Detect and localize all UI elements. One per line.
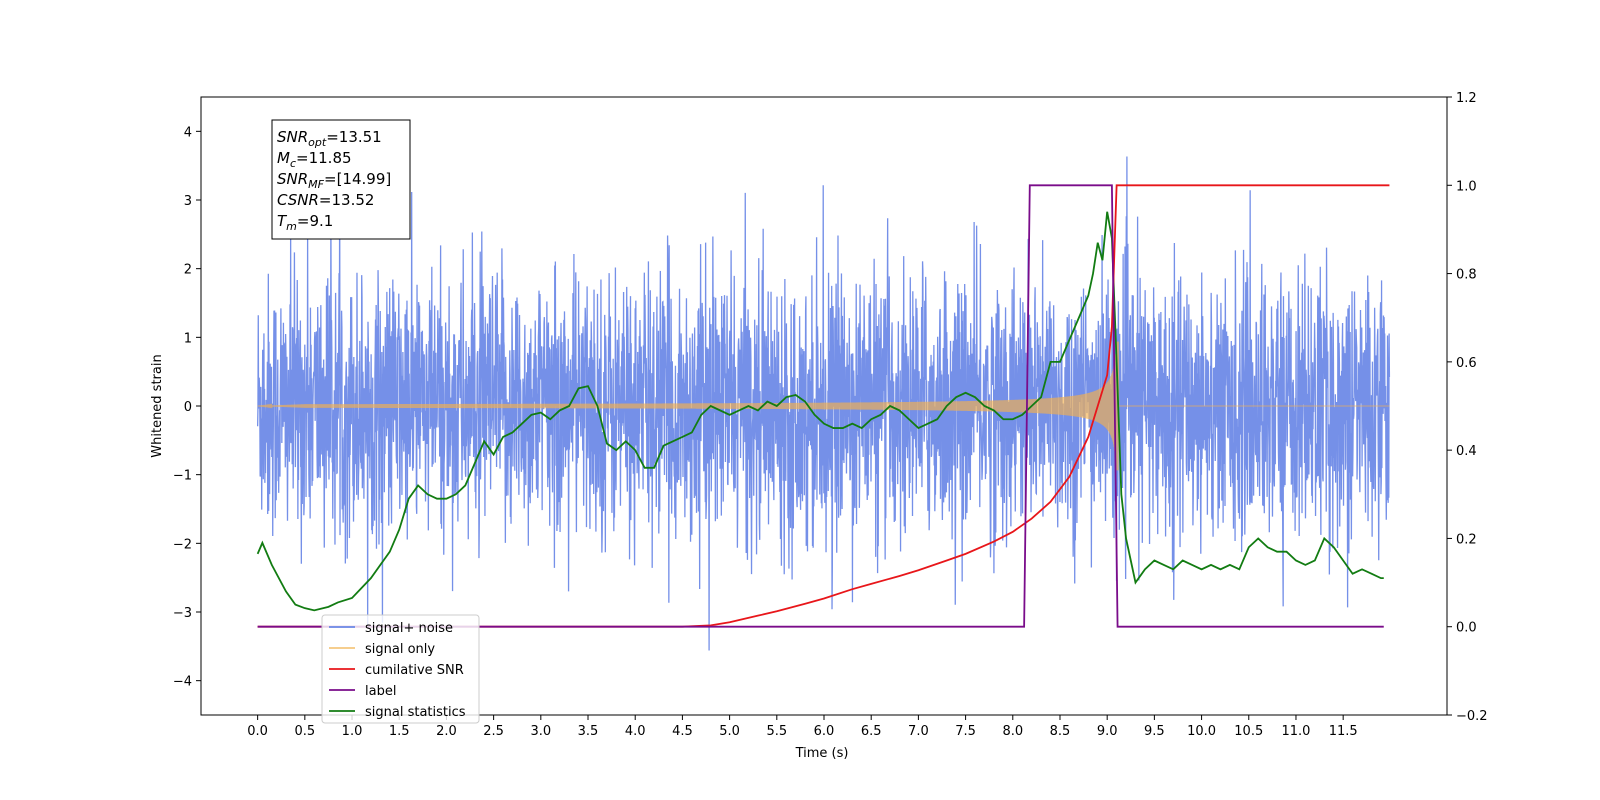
x-tick-label: 0.0 bbox=[247, 724, 268, 739]
y-left-tick-label: −4 bbox=[173, 675, 192, 690]
series-signal-statistics-line bbox=[256, 211, 1384, 612]
tick-labels: 0.0 0.5 1.0 1.5 2.0 2.5 3.0 3.5 4.0 4.5 5.0 5.5 6.0 6… bbox=[173, 91, 1488, 739]
x-tick-label: 9.5 bbox=[1144, 724, 1165, 739]
x-tick-label: 2.0 bbox=[436, 724, 457, 739]
x-tick-label: 4.0 bbox=[625, 724, 646, 739]
x-tick-label: 10.5 bbox=[1234, 724, 1263, 739]
info-line: CSNR=13.52 bbox=[277, 191, 374, 209]
legend-label: label bbox=[365, 684, 396, 699]
y-right-tick-label: 0.8 bbox=[1456, 268, 1477, 283]
y-left-tick-label: 0 bbox=[184, 400, 192, 415]
y-right-tick-label: 0.4 bbox=[1456, 444, 1477, 459]
legend-label: cumilative SNR bbox=[365, 663, 464, 678]
x-tick-label: 11.0 bbox=[1281, 724, 1310, 739]
x-tick-label: 7.5 bbox=[955, 724, 976, 739]
x-tick-label: 10.0 bbox=[1187, 724, 1216, 739]
y-axis-label-left: Whitened strain bbox=[150, 354, 165, 457]
y-left-tick-label: −1 bbox=[173, 469, 192, 484]
info-box-frame bbox=[271, 119, 411, 240]
y-right-tick-label: 0.0 bbox=[1456, 621, 1477, 636]
info-line: Tm=9.1 bbox=[277, 212, 333, 233]
y-right-tick-label: 0.6 bbox=[1456, 356, 1477, 371]
y-left-tick-label: 3 bbox=[184, 194, 192, 209]
x-tick-label: 4.5 bbox=[672, 724, 693, 739]
x-tick-label: 0.5 bbox=[294, 724, 315, 739]
info-line: Mc=11.85 bbox=[277, 149, 352, 170]
x-tick-label: 5.0 bbox=[719, 724, 740, 739]
x-tick-label: 9.0 bbox=[1097, 724, 1118, 739]
series-cumulative-snr-line bbox=[257, 184, 1390, 628]
series-signal-only-line bbox=[257, 341, 1390, 471]
y-left-tick-label: −2 bbox=[173, 537, 192, 552]
info-box: SNRopt=13.51Mc=11.85SNRMF=[14.99]CSNR=13… bbox=[271, 119, 411, 240]
x-tick-label: 1.5 bbox=[389, 724, 410, 739]
y-left-tick-label: 1 bbox=[184, 331, 192, 346]
x-tick-label: 3.5 bbox=[578, 724, 599, 739]
x-tick-label: 8.0 bbox=[1002, 724, 1023, 739]
x-tick-label: 1.0 bbox=[342, 724, 363, 739]
y-left-tick-label: 2 bbox=[184, 263, 192, 278]
y-right-tick-label: 1.0 bbox=[1456, 179, 1477, 194]
x-tick-label: 5.5 bbox=[766, 724, 787, 739]
y-left-tick-label: 4 bbox=[184, 125, 192, 140]
y-right-tick-label: −0.2 bbox=[1456, 709, 1488, 724]
x-tick-label: 7.0 bbox=[908, 724, 929, 739]
x-tick-label: 3.0 bbox=[530, 724, 551, 739]
y-left-tick-label: −3 bbox=[173, 606, 192, 621]
x-tick-label: 6.0 bbox=[814, 724, 835, 739]
legend-frame bbox=[321, 614, 480, 724]
x-tick-label: 11.5 bbox=[1329, 724, 1358, 739]
legend: signal+ noise signal only cumilative SNR la… bbox=[321, 614, 480, 724]
y-right-tick-label: 1.2 bbox=[1456, 91, 1477, 106]
legend-label: signal only bbox=[365, 642, 435, 657]
y-right-tick-label: 0.2 bbox=[1456, 532, 1477, 547]
x-axis-label: Time (s) bbox=[795, 746, 849, 761]
series-label-line bbox=[257, 184, 1384, 628]
x-tick-label: 6.5 bbox=[861, 724, 882, 739]
legend-label: signal+ noise bbox=[365, 621, 453, 636]
x-tick-label: 2.5 bbox=[483, 724, 504, 739]
info-line: SNRMF=[14.99] bbox=[277, 170, 391, 191]
x-tick-label: 8.5 bbox=[1050, 724, 1071, 739]
legend-label: signal statistics bbox=[365, 705, 466, 720]
info-line: SNRopt=13.51 bbox=[277, 128, 382, 149]
plot-area bbox=[256, 156, 1391, 651]
